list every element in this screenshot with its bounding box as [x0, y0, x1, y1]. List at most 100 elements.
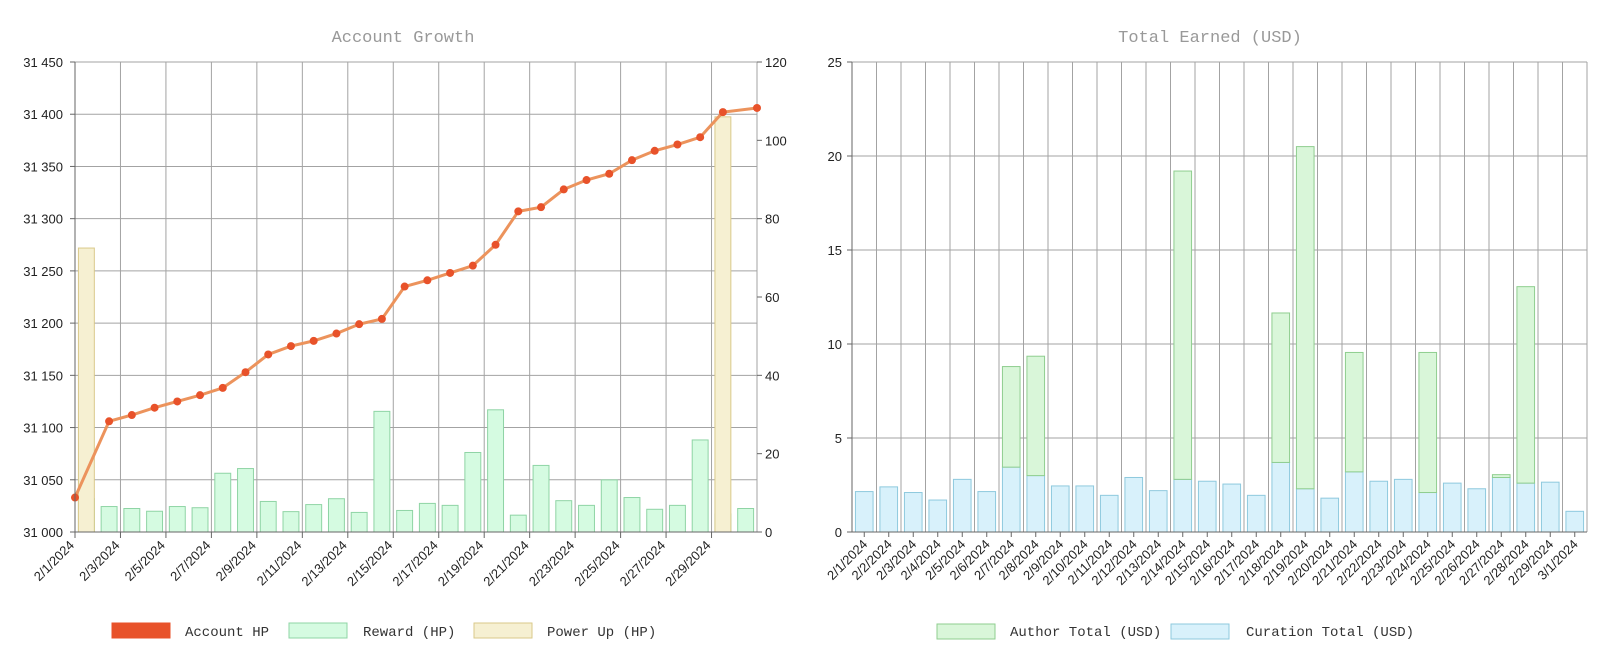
account-hp-point-2-12-2024 — [332, 329, 341, 338]
reward-bar-2-25-2024 — [623, 497, 641, 533]
reward-bars — [77, 409, 755, 533]
account-growth-title: Account Growth — [332, 29, 475, 48]
curation-bar-2-22-2024 — [1369, 480, 1389, 533]
legend-item-power-up[interactable]: Power Up (HP) — [473, 622, 656, 641]
legend-item-account-hp[interactable]: Account HP — [111, 622, 269, 641]
left-tick-label: 31 450 — [23, 55, 63, 70]
total-earned-chart: Total Earned (USD) 0 5 10 15 20 25 2/1/20242/… — [824, 29, 1588, 641]
left-tick-label: 31 150 — [23, 368, 63, 383]
x-tick-label: 2/1/2024 — [31, 538, 77, 584]
account-hp-point-2-26-2024 — [650, 146, 659, 155]
reward-bar-2-15-2024 — [396, 509, 414, 533]
x-tick-label: 2/3/2024 — [76, 538, 122, 584]
author-bar-2-18-2024 — [1271, 312, 1291, 463]
x-tick-label: 2/29/2024 — [662, 538, 714, 590]
legend-swatch-account-hp — [111, 622, 171, 639]
legend-item-curation-total[interactable]: Curation Total (USD) — [1170, 623, 1414, 641]
curation-bar-2-24-2024 — [1418, 492, 1438, 533]
curation-bar-2-20-2024 — [1320, 497, 1340, 533]
reward-bar-2-8-2024 — [237, 468, 254, 533]
curation-bar-2-6-2024 — [977, 491, 997, 533]
curation-bar-2-28-2024 — [1516, 482, 1536, 533]
legend-label-power-up: Power Up (HP) — [547, 625, 656, 641]
account-growth-grid — [74, 61, 758, 533]
curation-bar-2-5-2024 — [952, 478, 972, 533]
reward-bar-2-2-2024 — [100, 506, 118, 533]
left-tick-label: 31 350 — [23, 159, 63, 174]
legend-label-author-total: Author Total (USD) — [1010, 625, 1161, 641]
reward-bar-2-27-2024 — [668, 504, 686, 533]
right-tick-label: 120 — [765, 55, 787, 70]
curation-bar-2-12-2024 — [1124, 476, 1144, 533]
account-hp-point-2-20-2024 — [514, 207, 523, 216]
author-bar-2-7-2024 — [1001, 366, 1021, 468]
x-tick-label: 2/27/2024 — [617, 538, 669, 590]
curation-bar-2-13-2024 — [1148, 490, 1168, 533]
reward-bar-2-23-2024 — [578, 504, 595, 533]
x-tick-label: 2/11/2024 — [254, 538, 305, 589]
account-hp-point-2-8-2024 — [241, 368, 250, 377]
account-hp-point-2-27-2024 — [673, 140, 682, 149]
account-hp-point-2-29-2024 — [718, 108, 727, 117]
x-tick-label: 2/9/2024 — [213, 538, 259, 584]
account-hp-point-2-24-2024 — [605, 169, 614, 178]
account-growth-right-axis: 0 20 40 60 80 100 120 — [757, 55, 787, 540]
account-hp-point-2-7-2024 — [218, 383, 227, 392]
x-tick-label: 2/5/2024 — [122, 538, 168, 584]
curation-bar-2-10-2024 — [1075, 485, 1095, 533]
x-tick-label: 2/25/2024 — [571, 538, 623, 590]
right-tick-label: 0 — [765, 525, 772, 540]
account-hp-point-2-3-2024 — [127, 411, 136, 420]
legend-swatch-author-total — [936, 623, 996, 640]
curation-bar-2-21-2024 — [1344, 471, 1364, 533]
total-earned-title: Total Earned (USD) — [1118, 29, 1302, 48]
left-tick-label: 31 300 — [23, 212, 63, 227]
legend-item-reward[interactable]: Reward (HP) — [288, 622, 455, 641]
account-hp-point-2-10-2024 — [286, 342, 295, 351]
legend-swatch-reward — [288, 622, 348, 639]
account-hp-point-2-2-2024 — [105, 417, 114, 426]
right-tick-label: 60 — [765, 290, 779, 305]
account-hp-point-2-19-2024 — [491, 240, 500, 249]
reward-bar-2-20-2024 — [509, 514, 527, 533]
author-bar-2-28-2024 — [1516, 286, 1536, 484]
right-tick-label: 20 — [765, 447, 779, 462]
reward-bar-2-4-2024 — [146, 510, 164, 533]
reward-bar-2-5-2024 — [168, 506, 186, 533]
account-hp-point-2-16-2024 — [423, 276, 432, 285]
curation-bar-2-9-2024 — [1050, 485, 1070, 533]
account-hp-point-2-22-2024 — [559, 185, 568, 194]
power-up-bar-2-1-2024 — [77, 247, 95, 533]
curation-bar-2-11-2024 — [1099, 494, 1119, 533]
x-tick-label: 2/19/2024 — [435, 538, 487, 590]
curation-bar-2-23-2024 — [1393, 478, 1413, 533]
reward-bar-2-21-2024 — [532, 464, 550, 533]
curation-bar-2-26-2024 — [1467, 488, 1487, 533]
total-earned-y-axis: 0 5 10 15 20 25 — [828, 55, 853, 540]
y-tick-label: 10 — [828, 337, 842, 352]
account-hp-line — [71, 103, 761, 502]
reward-bar-2-9-2024 — [259, 500, 277, 533]
legend-label-curation-total: Curation Total (USD) — [1246, 625, 1414, 641]
legend-item-author-total[interactable]: Author Total (USD) — [936, 623, 1161, 641]
reward-bar-2-16-2024 — [418, 502, 436, 533]
curation-bar-2-17-2024 — [1246, 494, 1266, 533]
curation-bar-2-7-2024 — [1001, 466, 1021, 533]
reward-bar-3-1-2024 — [737, 508, 755, 533]
author-bar-2-21-2024 — [1344, 351, 1364, 473]
reward-bar-2-22-2024 — [555, 500, 573, 533]
account-hp-point-2-5-2024 — [173, 397, 182, 406]
curation-bar-2-27-2024 — [1491, 476, 1511, 533]
y-tick-label: 25 — [828, 55, 842, 70]
account-hp-point-2-21-2024 — [537, 203, 546, 212]
x-tick-label: 2/13/2024 — [298, 538, 350, 590]
curation-bar-2-3-2024 — [903, 492, 923, 533]
account-hp-point-2-23-2024 — [582, 176, 591, 185]
curation-bar-2-15-2024 — [1197, 480, 1217, 533]
reward-bar-2-3-2024 — [123, 508, 141, 533]
curation-bar-2-16-2024 — [1222, 483, 1242, 533]
x-tick-label: 2/17/2024 — [389, 538, 441, 590]
account-hp-point-3-1-2024 — [753, 103, 761, 112]
reward-bar-2-14-2024 — [373, 410, 391, 533]
